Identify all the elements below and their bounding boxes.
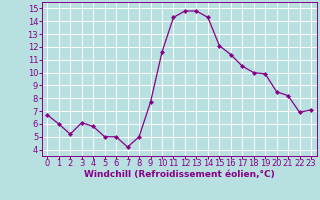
X-axis label: Windchill (Refroidissement éolien,°C): Windchill (Refroidissement éolien,°C) [84,170,275,179]
